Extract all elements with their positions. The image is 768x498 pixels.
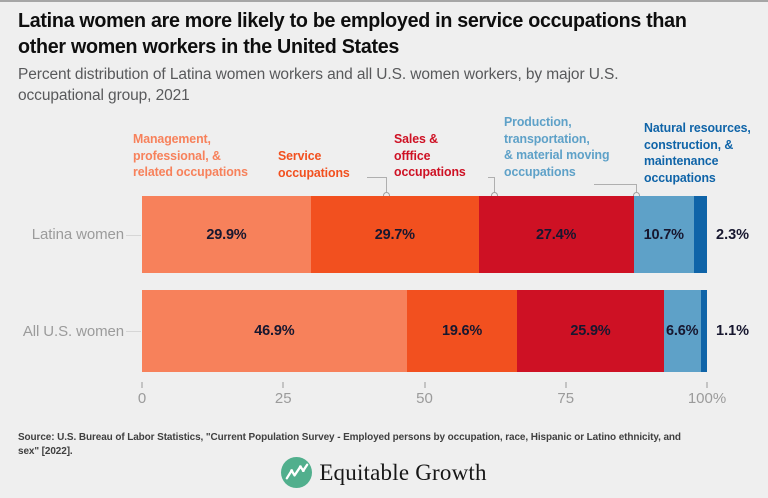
x-axis-tick	[141, 382, 143, 388]
segment-value-label: 6.6%	[666, 323, 699, 339]
x-axis-tick	[706, 382, 708, 388]
row-leader-line	[126, 331, 141, 332]
window-top-edge	[0, 0, 768, 2]
legend-connector-sales-line	[494, 177, 495, 192]
legend-connector-sales-line	[488, 177, 495, 178]
outside-value-label: 1.1%	[716, 323, 750, 339]
legend-label-2: Sales & offfice occupations	[394, 131, 466, 179]
bar-segment	[700, 290, 707, 372]
x-axis-tick	[423, 382, 426, 388]
bar-segment: 19.6%	[406, 290, 518, 372]
outside-value-label: 2.3%	[716, 226, 750, 243]
legend-label-0: Management, professional, & related occu…	[133, 131, 248, 179]
bar-segment: 25.9%	[517, 290, 664, 372]
source-note: Source: U.S. Bureau of Labor Statistics,…	[18, 431, 681, 457]
legend-label-4: Natural resources, construction, & maint…	[644, 120, 751, 185]
segment-value-label: 29.7%	[374, 226, 415, 243]
bar-1: 46.9% 19.6% 25.9% 6.6%	[142, 290, 707, 372]
segment-value-label: 19.6%	[441, 323, 483, 339]
segment-value-label: 10.7%	[643, 226, 684, 243]
legend-label-1: Service occupations	[278, 148, 350, 180]
bar-segment: 29.7%	[310, 196, 479, 273]
legend-connector-service-line	[367, 177, 386, 178]
bar-0: 29.9% 29.7% 27.4% 10.7%	[142, 196, 707, 273]
legend-connector-production-line	[594, 184, 637, 185]
bar-segment: 27.4%	[478, 196, 634, 273]
bar-segment: 10.7%	[633, 196, 694, 273]
x-axis-tick-label: 50	[416, 390, 433, 407]
logo-text: Equitable Growth	[319, 459, 487, 485]
segment-value-label: 46.9%	[254, 323, 295, 339]
bar-segment: 46.9%	[142, 290, 407, 372]
chart-subtitle: Percent distribution of Latina women wor…	[18, 66, 619, 104]
trend-line-circle-icon	[281, 457, 313, 488]
chart-title: Latina women are more likely to be emplo…	[18, 9, 687, 58]
x-axis-tick	[564, 382, 567, 388]
row-leader-line	[126, 234, 141, 236]
bar-segment: 29.9%	[142, 196, 311, 273]
row-label-0: Latina women	[31, 226, 124, 243]
segment-value-label: 29.9%	[206, 226, 247, 243]
legend-connector-service-line	[386, 177, 387, 192]
x-axis-tick	[282, 382, 285, 388]
x-axis-tick-label: 25	[274, 390, 292, 407]
row-label-1: All U.S. women	[22, 322, 124, 340]
logo: Equitable Growth	[0, 457, 768, 488]
x-axis-tick-label: 100%	[687, 390, 727, 407]
legend-connector-production-line	[636, 184, 637, 192]
x-axis-tick-label: 0	[137, 390, 147, 407]
bar-segment: 6.6%	[663, 290, 701, 372]
segment-value-label: 27.4%	[536, 226, 577, 243]
x-axis-tick-label: 75	[557, 390, 575, 407]
legend-label-3: Production, transportation, & material m…	[504, 114, 610, 179]
segment-value-label: 25.9%	[570, 323, 611, 339]
bar-segment	[693, 196, 707, 273]
